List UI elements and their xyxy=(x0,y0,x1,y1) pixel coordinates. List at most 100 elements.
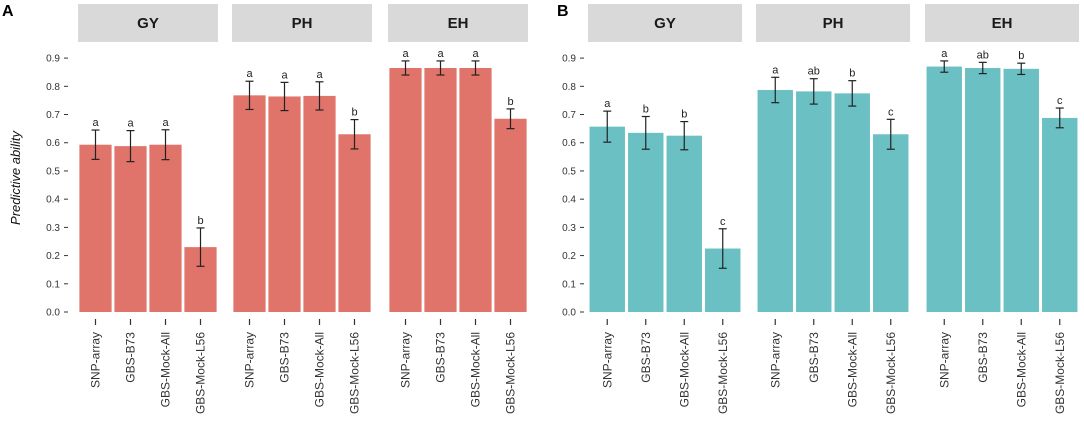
bar xyxy=(796,91,832,313)
y-tick-label: 0.1 xyxy=(562,279,576,290)
bar xyxy=(1042,117,1078,312)
bar xyxy=(666,135,702,312)
y-tick-label: 0.2 xyxy=(46,251,60,262)
x-tick-label: SNP-array xyxy=(768,332,782,388)
x-tick-label: GBS-Mock-All xyxy=(845,332,859,407)
y-tick-label: 0.5 xyxy=(46,166,60,177)
x-tick-label: GBS-Mock-L56 xyxy=(716,332,730,414)
x-tick-label: GBS-Mock-L56 xyxy=(884,332,898,414)
facet-strip-label: GY xyxy=(654,15,676,32)
significance-letter: c xyxy=(1057,95,1063,107)
significance-letter: c xyxy=(888,106,894,118)
y-tick-label: 0.9 xyxy=(46,54,60,65)
y-tick-label: 0.2 xyxy=(562,251,576,262)
y-tick-label: 0.1 xyxy=(46,279,60,290)
facet-A-EH: EH a SNP-array a GBS-B73 a GBS-Mock-All b GBS-Mo… xyxy=(388,4,528,414)
bar xyxy=(589,126,625,312)
x-tick-label: GBS-Mock-L56 xyxy=(194,332,208,414)
bar xyxy=(389,67,422,313)
y-tick-label: 0.5 xyxy=(562,166,576,177)
significance-letter: ab xyxy=(977,49,989,61)
significance-letter: a xyxy=(472,48,479,60)
facet-B-EH: EH a SNP-array ab GBS-B73 b GBS-Mock-All c GBS-M… xyxy=(925,4,1079,414)
bar xyxy=(494,118,527,312)
panel-B: B 0.0 0.1 0.2 0.3 0.4 0.5 0.6 0.7 0.8 0.9 GY a SNP-ar… xyxy=(557,3,1079,414)
bar xyxy=(873,134,909,312)
bar xyxy=(424,67,457,313)
x-tick-label: GBS-B73 xyxy=(639,332,653,383)
bar xyxy=(268,96,301,312)
bar xyxy=(459,67,492,313)
significance-letter: a xyxy=(246,68,253,80)
significance-letter: b xyxy=(351,107,357,119)
bar xyxy=(1003,68,1039,313)
x-tick-label: SNP-array xyxy=(399,332,413,388)
x-tick-label: GBS-Mock-All xyxy=(1014,332,1028,407)
bar xyxy=(757,89,793,312)
x-tick-label: GBS-Mock-All xyxy=(677,332,691,407)
y-tick-label: 0.3 xyxy=(46,223,60,234)
facet-strip xyxy=(232,4,372,42)
significance-letter: b xyxy=(507,96,513,108)
facet-strip-label: GY xyxy=(137,15,159,32)
panel-A: A Predictive ability 0.0 0.1 0.2 0.3 0.4 0.5 0.6… xyxy=(2,3,528,414)
facet-strip-label: EH xyxy=(448,15,469,32)
y-tick-label: 0.8 xyxy=(562,82,576,93)
x-tick-label: GBS-B73 xyxy=(124,332,138,383)
y-tick-label: 0.6 xyxy=(46,138,60,149)
y-tick-label: 0.8 xyxy=(46,82,60,93)
significance-letter: c xyxy=(720,216,726,228)
x-tick-label: GBS-Mock-All xyxy=(159,332,173,407)
significance-letter: b xyxy=(849,68,855,80)
facet-strip-label: PH xyxy=(823,15,844,32)
bar xyxy=(79,144,112,312)
x-tick-label: GBS-Mock-L56 xyxy=(348,332,362,414)
significance-letter: a xyxy=(281,69,288,81)
significance-letter: a xyxy=(941,48,948,60)
x-tick-label: SNP-array xyxy=(89,332,103,388)
x-tick-label: SNP-array xyxy=(937,332,951,388)
significance-letter: b xyxy=(1018,50,1024,62)
y-tick-label: 0.0 xyxy=(562,308,576,319)
bar xyxy=(338,134,371,312)
facet-strip xyxy=(388,4,528,42)
x-tick-label: GBS-B73 xyxy=(976,332,990,383)
y-tick-label: 0.6 xyxy=(562,138,576,149)
significance-letter: a xyxy=(402,48,409,60)
significance-letter: a xyxy=(437,48,444,60)
bar xyxy=(926,66,962,312)
x-tick-label: SNP-array xyxy=(243,332,257,388)
y-tick-label: 0.7 xyxy=(46,110,60,121)
facet-strip xyxy=(925,4,1079,42)
x-tick-label: GBS-B73 xyxy=(434,332,448,383)
facet-A-PH: PH a SNP-array a GBS-B73 a GBS-Mock-All b GBS-Mo… xyxy=(232,4,372,414)
facet-strip xyxy=(78,4,218,42)
significance-letter: b xyxy=(681,109,687,121)
bar xyxy=(628,132,664,312)
bar xyxy=(303,95,336,312)
significance-letter: a xyxy=(127,118,134,130)
bar xyxy=(149,144,182,312)
y-axis-label: Predictive ability xyxy=(8,130,23,225)
x-tick-label: GBS-Mock-L56 xyxy=(504,332,518,414)
panel-letter-A: A xyxy=(2,3,14,20)
x-tick-label: GBS-B73 xyxy=(278,332,292,383)
x-tick-label: GBS-B73 xyxy=(807,332,821,383)
x-tick-label: GBS-Mock-L56 xyxy=(1053,332,1067,414)
facet-strip xyxy=(756,4,910,42)
significance-letter: b xyxy=(643,104,649,116)
panel-letter-B: B xyxy=(557,3,569,20)
facet-strip-label: PH xyxy=(292,15,313,32)
facet-A-GY: GY a SNP-array a GBS-B73 a GBS-Mock-All b GBS-Mo… xyxy=(78,4,218,414)
significance-letter: ab xyxy=(808,66,820,78)
significance-letter: a xyxy=(316,69,323,81)
y-tick-label: 0.0 xyxy=(46,308,60,319)
y-tick-label: 0.3 xyxy=(562,223,576,234)
y-tick-label: 0.4 xyxy=(46,195,60,206)
significance-letter: b xyxy=(197,215,203,227)
facet-B-PH: PH a SNP-array ab GBS-B73 b GBS-Mock-All c GBS-M… xyxy=(756,4,910,414)
significance-letter: a xyxy=(92,117,99,129)
significance-letter: a xyxy=(162,117,169,129)
facet-strip-label: EH xyxy=(992,15,1013,32)
